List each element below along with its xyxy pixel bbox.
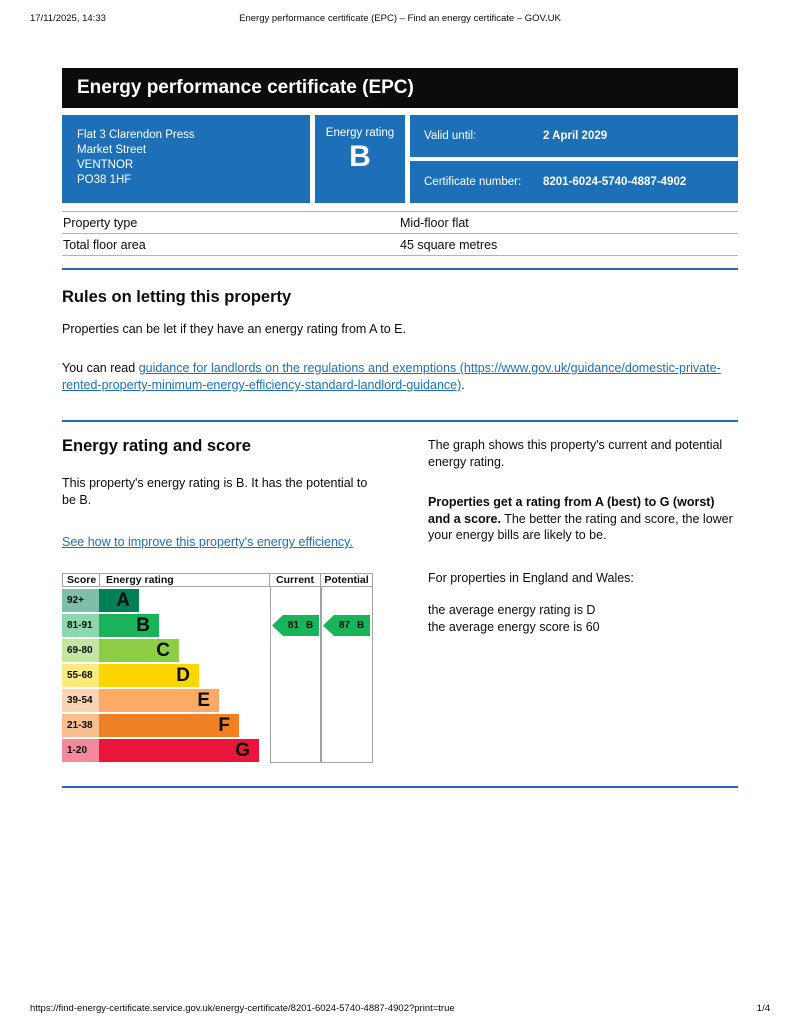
rating-band-a: 92+ A xyxy=(62,587,373,612)
rules-paragraph: Properties can be let if they have an en… xyxy=(62,322,406,336)
band-letter: A xyxy=(116,589,130,611)
potential-rating-column: 87 B xyxy=(321,587,373,763)
current-rating-column: 81 B xyxy=(270,587,321,763)
band-bar: C xyxy=(99,639,179,662)
chart-header-current: Current xyxy=(269,574,320,586)
floor-area-value: 45 square metres xyxy=(400,238,498,252)
rating-section-heading: Energy rating and score xyxy=(62,437,251,455)
print-footer-url: https://find-energy-certificate.service.… xyxy=(30,1003,455,1014)
valid-until-value: 2 April 2029 xyxy=(543,130,608,142)
energy-rating-box: Energy rating B xyxy=(315,115,405,203)
chart-header-score: Score xyxy=(63,574,100,586)
section-divider xyxy=(62,420,738,422)
improve-link-paragraph: See how to improve this property's energ… xyxy=(62,534,362,551)
rating-summary-paragraph: This property's energy rating is B. It h… xyxy=(62,476,368,507)
chart-header-potential: Potential xyxy=(320,574,372,586)
certificate-number-label: Certificate number: xyxy=(424,176,522,188)
valid-until-box: Valid until: 2 April 2029 xyxy=(410,115,738,157)
rating-left-column: Energy rating and score This property's … xyxy=(62,437,428,763)
print-footer-page-number: 1/4 xyxy=(756,1003,770,1014)
table-row: Property type Mid-floor flat xyxy=(62,211,738,233)
certificate-number-value: 8201-6024-5740-4887-4902 xyxy=(543,176,687,188)
rating-band-e: 39-54 E xyxy=(62,687,373,712)
band-bar: E xyxy=(99,689,219,712)
potential-score: 87 xyxy=(338,620,350,631)
chart-body: 92+ A 81-91 B 69-80 C 55-68 D xyxy=(62,587,373,763)
band-score-range: 1-20 xyxy=(62,739,99,762)
current-score: 81 xyxy=(287,620,299,631)
band-bar: B xyxy=(99,614,159,637)
potential-letter: B xyxy=(356,620,365,631)
guidance-prefix-text: You can read xyxy=(62,361,139,375)
rating-band-c: 69-80 C xyxy=(62,637,373,662)
section-divider xyxy=(62,268,738,270)
average-rating-line: the average energy rating is D xyxy=(428,603,596,617)
validity-boxes: Valid until: 2 April 2029 Certificate nu… xyxy=(410,115,738,203)
graph-description-paragraph: The graph shows this property's current … xyxy=(428,438,723,469)
band-letter: B xyxy=(136,614,150,636)
band-bar: D xyxy=(99,664,199,687)
band-letter: D xyxy=(176,664,190,686)
rating-explanation-bold-1: Properties get a rating from A (best) to… xyxy=(428,495,715,509)
potential-rating-marker: 87 B xyxy=(323,615,370,636)
band-letter: C xyxy=(156,639,170,661)
table-row: Total floor area 45 square metres xyxy=(62,233,738,256)
band-letter: G xyxy=(235,739,250,761)
address-line-3: VENTNOR xyxy=(77,159,134,171)
band-score-range: 69-80 xyxy=(62,639,99,662)
address-line-4: PO38 1HF xyxy=(77,174,132,186)
band-letter: E xyxy=(197,689,210,711)
band-bar: F xyxy=(99,714,239,737)
rating-band-d: 55-68 D xyxy=(62,662,373,687)
region-paragraph: For properties in England and Wales: xyxy=(428,570,634,585)
print-header-page-title: Energy performance certificate (EPC) – F… xyxy=(239,13,561,24)
certificate-number-box: Certificate number: 8201-6024-5740-4887-… xyxy=(410,161,738,203)
property-type-label: Property type xyxy=(63,216,138,230)
rules-guidance-paragraph: You can read guidance for landlords on t… xyxy=(62,360,738,394)
band-bar: G xyxy=(99,739,259,762)
print-footer: https://find-energy-certificate.service.… xyxy=(30,1003,770,1014)
band-bar: A xyxy=(99,589,139,612)
property-summary-table: Property type Mid-floor flat Total floor… xyxy=(62,211,738,256)
address-line-1: Flat 3 Clarendon Press xyxy=(77,129,195,141)
current-letter: B xyxy=(305,620,314,631)
rating-explanation-bold-2: and a score. xyxy=(428,511,501,526)
rating-right-column: The graph shows this property's current … xyxy=(428,437,738,763)
rules-section-heading: Rules on letting this property xyxy=(62,288,292,306)
band-score-range: 55-68 xyxy=(62,664,99,687)
average-score-line: the average energy score is 60 xyxy=(428,619,600,634)
print-header-datetime: 17/11/2025, 14:33 xyxy=(30,13,106,24)
band-score-range: 92+ xyxy=(62,589,99,612)
band-score-range: 21-38 xyxy=(62,714,99,737)
guidance-suffix-text: . xyxy=(461,378,465,392)
average-stats: the average energy rating is D the avera… xyxy=(428,602,738,635)
rating-band-b: 81-91 B xyxy=(62,612,373,637)
rating-explanation-rest: The better the rating and score, the low… xyxy=(428,511,733,543)
certificate-summary: Flat 3 Clarendon Press Market Street VEN… xyxy=(62,115,738,203)
improve-efficiency-link[interactable]: See how to improve this property's energ… xyxy=(62,535,353,549)
landlord-guidance-link[interactable]: guidance for landlords on the regulation… xyxy=(62,361,721,392)
band-letter: F xyxy=(218,714,230,736)
certificate-banner: Energy performance certificate (EPC) xyxy=(62,68,738,108)
address-line-2: Market Street xyxy=(77,144,147,156)
rating-explanation-paragraph: Properties get a rating from A (best) to… xyxy=(428,494,750,544)
property-address-box: Flat 3 Clarendon Press Market Street VEN… xyxy=(62,115,310,203)
section-divider xyxy=(62,786,738,788)
energy-rating-section: Energy rating and score This property's … xyxy=(62,437,738,763)
certificate-page: Energy performance certificate (EPC) Fla… xyxy=(62,68,738,788)
rating-band-g: 1-20 G xyxy=(62,737,373,762)
energy-rating-value: B xyxy=(349,140,371,173)
rating-band-f: 21-38 F xyxy=(62,712,373,737)
certificate-title: Energy performance certificate (EPC) xyxy=(77,77,414,98)
band-score-range: 39-54 xyxy=(62,689,99,712)
band-score-range: 81-91 xyxy=(62,614,99,637)
energy-rating-label: Energy rating xyxy=(325,127,395,139)
current-rating-marker: 81 B xyxy=(272,615,319,636)
chart-header-energy-rating: Energy rating xyxy=(106,574,174,586)
valid-until-label: Valid until: xyxy=(424,130,477,142)
floor-area-label: Total floor area xyxy=(63,238,146,252)
epc-rating-chart: Score Energy rating Current Potential 92… xyxy=(62,573,373,763)
chart-header-row: Score Energy rating Current Potential xyxy=(62,573,373,587)
property-type-value: Mid-floor flat xyxy=(400,216,469,230)
